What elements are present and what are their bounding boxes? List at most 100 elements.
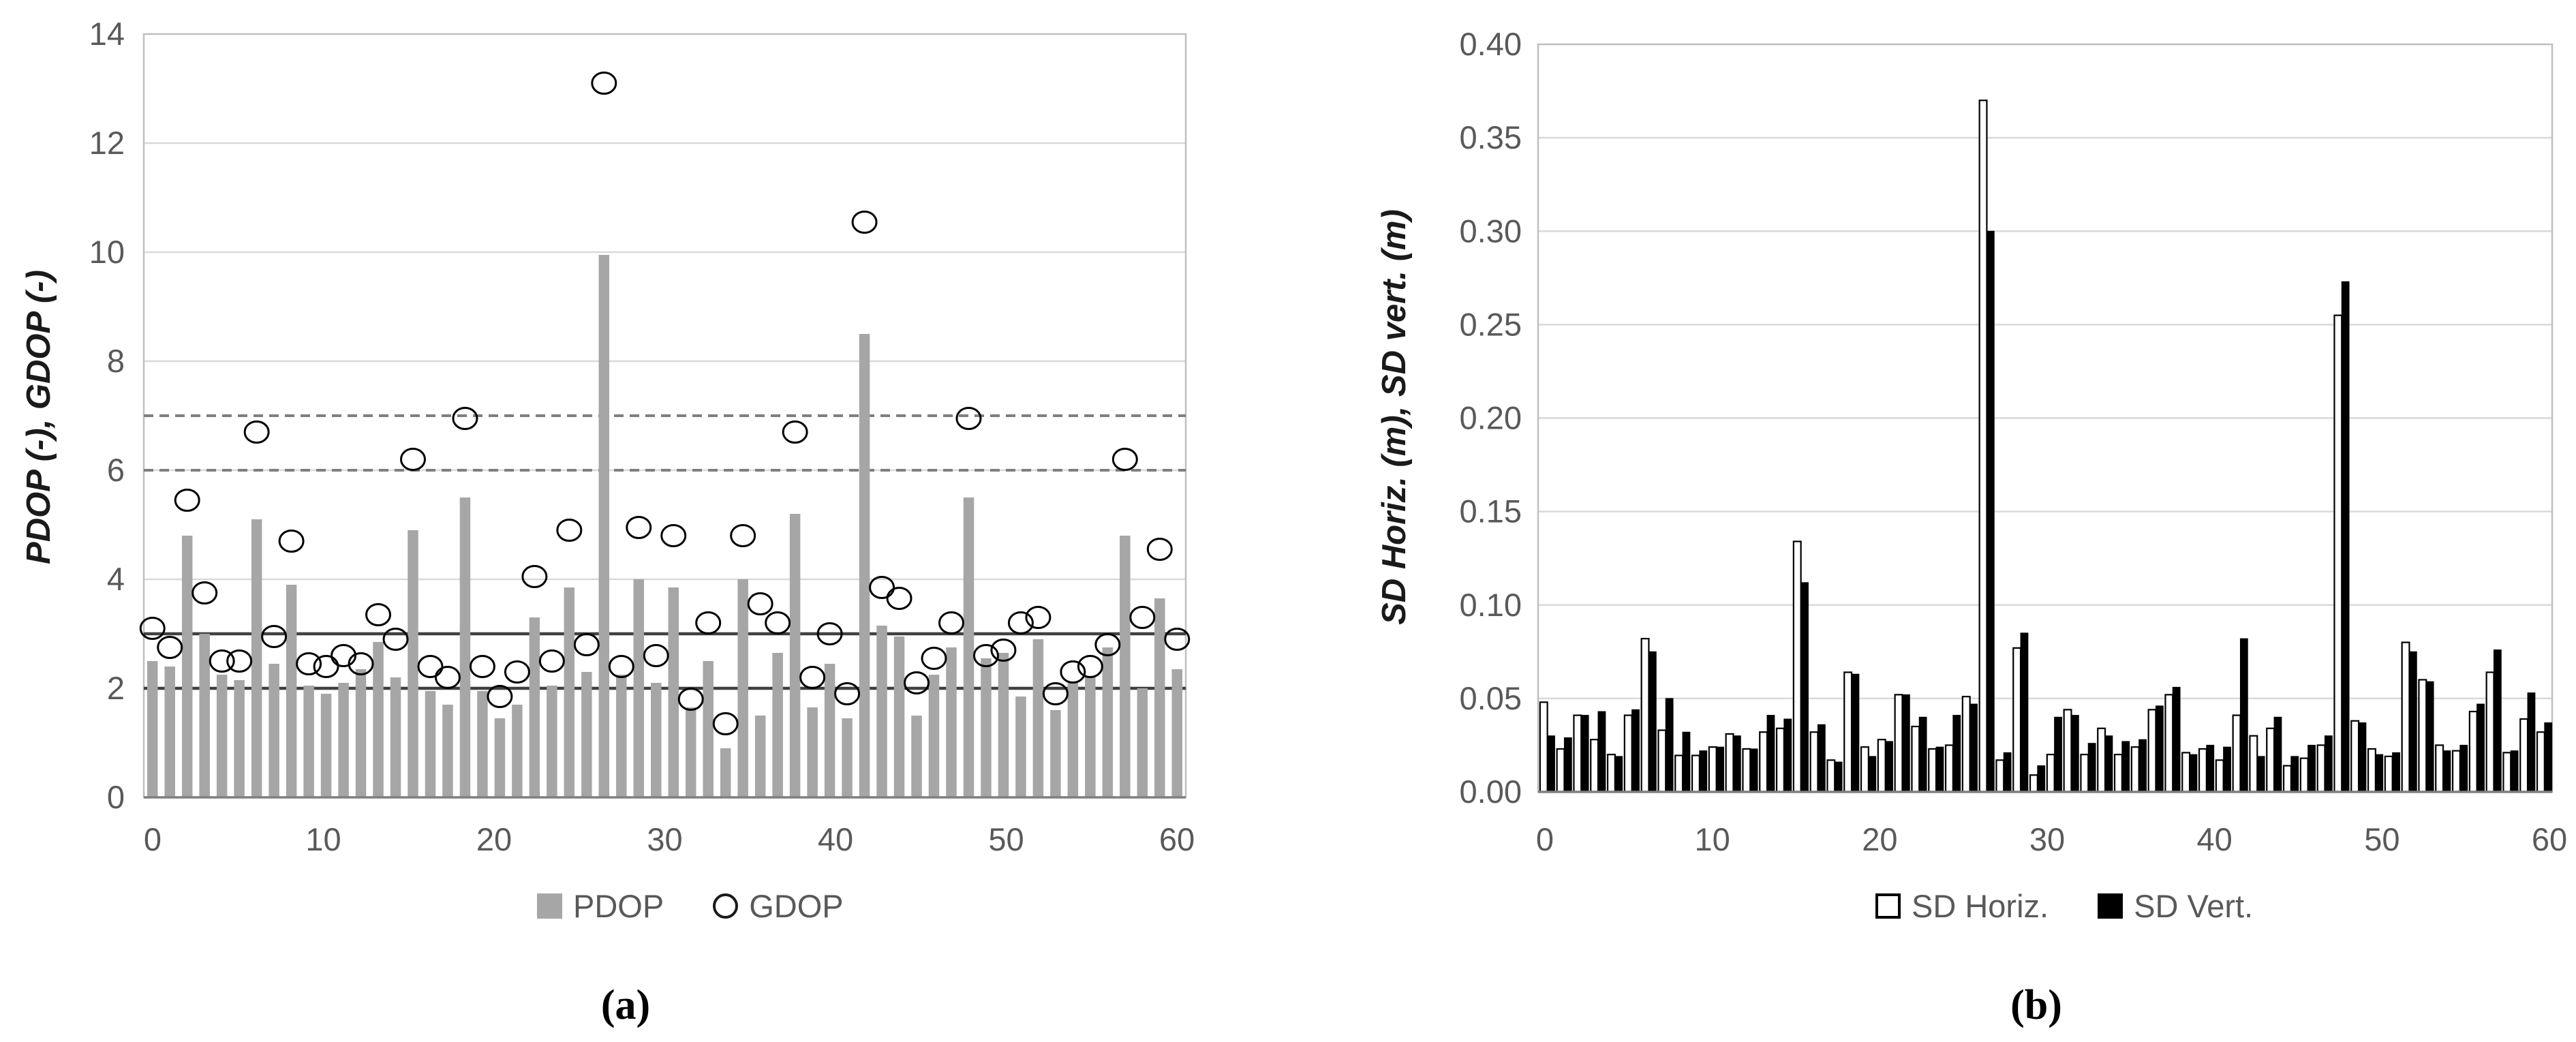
sd-vert-bar bbox=[1952, 715, 1961, 793]
pdop-bar bbox=[547, 686, 557, 797]
sd-vert-bar bbox=[2037, 765, 2046, 793]
x-tick-label-b: 10 bbox=[1695, 821, 1730, 857]
gdop-marker bbox=[938, 611, 964, 634]
sd-vert-bar bbox=[2070, 715, 2079, 793]
pdop-bar bbox=[442, 705, 453, 797]
sd-horiz-bar bbox=[2299, 757, 2309, 793]
gdop-marker bbox=[469, 655, 495, 678]
sd-vert-bar bbox=[2425, 681, 2434, 793]
gdop-marker bbox=[626, 516, 652, 539]
gdop-marker bbox=[243, 420, 270, 444]
sd-horiz-bar bbox=[2266, 727, 2275, 793]
pdop-bar bbox=[737, 579, 748, 797]
sd-vert-bar bbox=[1800, 582, 1809, 793]
sd-vert-bar bbox=[2324, 735, 2333, 793]
sd-horiz-bar bbox=[1640, 638, 1650, 793]
sd-vert-bar bbox=[2442, 750, 2451, 793]
sd-vert-bar bbox=[1699, 750, 1708, 793]
gdop-marker bbox=[816, 622, 843, 645]
sd-vert-bar bbox=[1631, 709, 1640, 793]
x-tick-label-a: 60 bbox=[1159, 821, 1195, 857]
pdop-bar bbox=[1102, 647, 1114, 797]
sd-vert-bar bbox=[1901, 694, 1910, 793]
sd-vert-bar bbox=[2477, 703, 2485, 793]
sd-vert-legend-swatch bbox=[2098, 893, 2123, 919]
y-tick-label-b: 0.05 bbox=[1460, 680, 1522, 716]
pdop-bar bbox=[408, 530, 418, 797]
sd-horiz-bar bbox=[1623, 714, 1633, 793]
sd-horiz-bar bbox=[2367, 748, 2376, 793]
sd-horiz-bar bbox=[2130, 746, 2140, 793]
x-tick-label-b: 0 bbox=[1536, 821, 1554, 857]
sd-vert-bar bbox=[2206, 744, 2215, 793]
sd-vert-bar bbox=[2087, 743, 2096, 793]
sd-horiz-bar bbox=[2451, 750, 2461, 793]
gdop-marker bbox=[417, 655, 444, 678]
gdop-marker bbox=[921, 647, 947, 670]
gdop-marker bbox=[261, 625, 288, 648]
sd-vert-bar bbox=[1563, 737, 1572, 793]
pdop-bar bbox=[1120, 536, 1131, 797]
sd-vert-bar bbox=[2189, 754, 2198, 793]
sd-horiz-bar bbox=[2316, 744, 2326, 793]
sd-horiz-bar bbox=[2181, 752, 2191, 793]
y-tick-label-b: 0.00 bbox=[1460, 773, 1522, 810]
gdop-marker bbox=[990, 639, 1017, 662]
pdop-bar bbox=[269, 664, 279, 797]
sd-horiz-bar bbox=[1843, 671, 1853, 793]
sd-horiz-bar bbox=[2418, 679, 2427, 793]
gdop-marker bbox=[695, 611, 722, 634]
pdop-bar bbox=[946, 647, 957, 797]
sd-vert-bar bbox=[1597, 711, 1606, 793]
sd-vert-bar bbox=[2527, 692, 2536, 793]
sd-vert-bar bbox=[2223, 746, 2231, 793]
pdop-bar bbox=[181, 536, 193, 797]
pdop-bar bbox=[981, 658, 992, 797]
sd-vert-bar bbox=[2459, 744, 2468, 793]
pdop-bar bbox=[512, 705, 523, 797]
gdop-marker bbox=[972, 644, 999, 667]
gdop-marker bbox=[191, 581, 218, 604]
sd-horiz-legend-label: SD Horiz. bbox=[1912, 888, 2049, 924]
sd-vert-bar bbox=[1749, 748, 1758, 793]
chart-b-caption: (b) bbox=[2010, 982, 2062, 1028]
gdop-marker bbox=[851, 211, 878, 234]
sd-horiz-bar bbox=[1978, 99, 1988, 793]
sd-vert-bar bbox=[2256, 756, 2265, 793]
x-tick-label-a: 40 bbox=[818, 821, 853, 857]
sd-vert-bar bbox=[2375, 754, 2384, 793]
sd-vert-bar bbox=[2104, 735, 2113, 793]
pdop-bar bbox=[928, 675, 940, 797]
sd-horiz-bar bbox=[2046, 754, 2055, 793]
sd-vert-bar bbox=[1648, 651, 1657, 793]
pdop-bar bbox=[893, 637, 905, 797]
gdop-marker bbox=[782, 420, 808, 444]
sd-horiz-bar bbox=[1708, 746, 1717, 793]
gdop-marker bbox=[1146, 538, 1173, 561]
gdop-marker bbox=[226, 649, 253, 673]
pdop-bar bbox=[581, 672, 592, 797]
sd-vert-bar bbox=[1834, 761, 1843, 793]
pdop-bar bbox=[234, 680, 245, 797]
sd-horiz-bar bbox=[1826, 759, 1836, 793]
y-tick-label-b: 0.25 bbox=[1460, 306, 1522, 342]
sd-vert-bar bbox=[2544, 722, 2553, 793]
chart-a-legend: PDOP GDOP bbox=[537, 887, 844, 925]
sd-vert-bar bbox=[1716, 746, 1724, 793]
x-tick-label-b: 60 bbox=[2532, 821, 2567, 857]
pdop-bar bbox=[320, 694, 332, 797]
sd-vert-bar bbox=[2358, 722, 2367, 793]
gdop-marker bbox=[504, 660, 530, 684]
sd-horiz-bar bbox=[2502, 752, 2512, 793]
chart-b-y-axis-title: SD Horiz. (m), SD vert. (m) bbox=[1376, 209, 1413, 625]
pdop-bar bbox=[824, 664, 835, 797]
gdop-marker bbox=[1042, 682, 1069, 705]
pdop-bar bbox=[807, 707, 818, 797]
sd-vert-bar bbox=[2510, 750, 2519, 793]
gdop-legend-open-circle-marker bbox=[713, 893, 739, 919]
y-tick-label-b: 0.40 bbox=[1460, 26, 1522, 62]
gdop-marker bbox=[331, 644, 357, 667]
sd-vert-bar bbox=[1766, 715, 1775, 793]
pdop-bar bbox=[616, 675, 627, 797]
